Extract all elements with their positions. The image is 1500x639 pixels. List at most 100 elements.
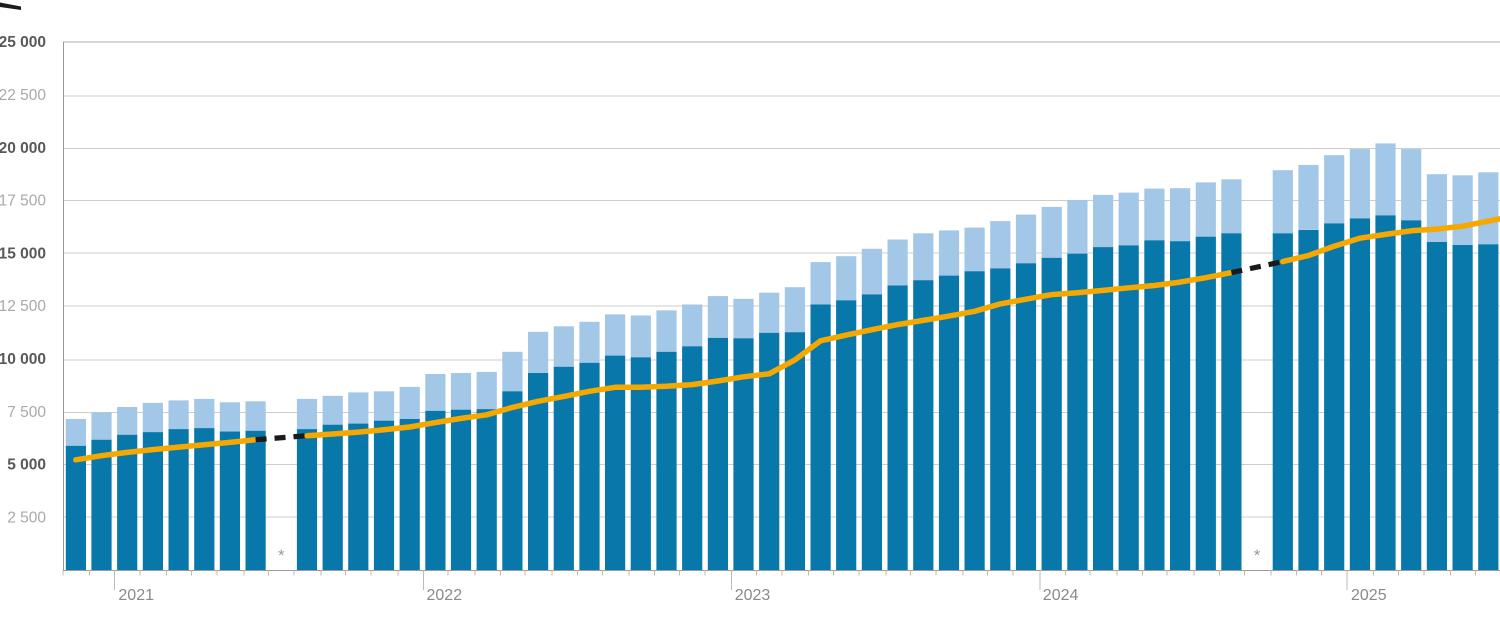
bar-dark-segment-2024-10 [1272,233,1293,571]
bar-dark-segment-2023-10 [964,271,985,570]
bar-dark-segment-2022-12 [707,337,728,570]
bar-light-segment-2022-09 [630,315,651,358]
bar-dark-segment-2022-07 [579,362,600,570]
bar-dark-segment-2021-01 [117,434,138,570]
bar-dark-segment-2024-05 [1144,240,1165,571]
bar-light-segment-2023-08 [913,233,934,281]
bar-light-segment-2022-06 [553,326,574,367]
y-axis-label-12500: 12 500 [0,298,46,315]
bar-light-segment-2021-04 [194,398,215,428]
axis-ticks [62,570,1476,590]
bar-dark-segment-2024-03 [1093,247,1114,570]
bar-light-segment-2024-01 [1041,206,1062,258]
bar-light-segment-2024-04 [1118,192,1139,246]
year-label-2024: 2024 [1043,587,1079,604]
bar-light-segment-2025-01 [1349,149,1370,219]
bar-dark-segment-2022-02 [450,409,472,570]
bar-light-segment-2023-04 [810,262,831,305]
bar-dark-segment-2024-04 [1118,245,1139,570]
bar-light-segment-2023-11 [990,221,1011,269]
missing-data-markers: * * [278,546,1261,565]
bar-dark-segment-2022-08 [605,355,626,570]
bar-dark-segment-2021-11 [373,420,395,570]
bar-light-segment-2024-10 [1272,170,1293,234]
bar-dark-segment-2023-08 [913,280,934,570]
bar-light-segment-2024-07 [1195,182,1216,237]
bar-light-segment-2025-06 [1478,172,1499,245]
year-label-2023: 2023 [735,587,771,604]
bar-dark-segment-2021-06 [245,430,266,570]
bar-dark-segment-2024-06 [1170,241,1191,570]
bar-dark-segment-2024-12 [1324,223,1345,570]
top-left-crop-artifact [0,2,21,10]
bar-light-segment-2023-09 [938,230,960,276]
x-axis-year-labels: 2021 2022 2023 2024 2025 [118,587,1386,604]
bar-light-segment-2024-12 [1324,155,1345,224]
bar-light-segment-2025-03 [1401,149,1422,221]
trend-line-segment [304,269,1235,439]
bar-dark-segment-2025-01 [1349,218,1370,570]
y-axis-label-15000: 15 000 [0,245,46,262]
bar-light-segment-2024-02 [1067,200,1088,254]
bars [65,143,1499,571]
bar-light-segment-2023-10 [964,227,985,272]
bar-light-segment-2021-10 [348,392,369,424]
bar-dark-segment-2023-02 [759,332,780,570]
bar-light-segment-2025-05 [1452,175,1473,245]
bar-light-segment-2023-12 [1015,214,1037,264]
axes [63,42,1500,571]
missing-data-asterisk-2024-09: * [1254,546,1261,565]
bar-dark-segment-2025-02 [1375,215,1396,570]
bar-dark-segment-2023-05 [836,300,857,570]
bar-dark-segment-2025-03 [1401,220,1422,571]
bar-dark-segment-2024-01 [1041,257,1062,570]
y-axis-label-10000: 10 000 [0,351,46,368]
bar-dark-segment-2023-04 [810,304,831,570]
bar-dark-segment-2022-01 [425,410,446,570]
bar-light-segment-2021-03 [168,400,189,430]
bar-dark-segment-2020-11 [65,445,86,570]
bar-dark-segment-2022-03 [476,409,497,570]
trend-line-segment [1280,216,1500,265]
bar-light-segment-2021-02 [142,402,163,432]
bar-dark-segment-2021-09 [322,424,343,570]
bar-dark-segment-2025-05 [1452,245,1473,570]
bar-dark-segment-2022-04 [502,391,523,570]
bar-dark-segment-2023-09 [938,275,960,570]
bar-dark-segment-2022-10 [656,351,677,570]
bar-light-segment-2022-10 [656,310,677,352]
bar-dark-segment-2021-03 [168,429,189,570]
bar-light-segment-2022-08 [605,314,626,356]
bar-light-segment-2022-11 [682,304,703,347]
trend-line [73,216,1500,463]
bar-dark-segment-2023-01 [733,338,754,570]
bar-dark-segment-2023-07 [887,285,908,570]
bar-light-segment-2021-06 [245,401,266,431]
bar-dark-segment-2023-06 [861,294,882,570]
bar-dark-segment-2024-02 [1067,253,1088,570]
bar-light-segment-2022-03 [476,371,497,410]
bar-light-segment-2024-03 [1093,194,1114,248]
y-axis-labels: 2 500 5 000 7 500 10 000 12 500 15 000 17 500 2… [0,34,46,526]
y-axis-label-20000: 20 000 [0,140,46,157]
bar-light-segment-2021-12 [399,386,420,419]
trend-line-dashed-bridge [1230,259,1284,276]
bar-light-segment-2022-04 [502,351,523,392]
bar-dark-segment-2025-04 [1426,242,1447,570]
bar-light-segment-2023-06 [861,248,882,295]
bar-light-segment-2024-05 [1144,188,1165,241]
bar-light-segment-2025-04 [1426,174,1447,242]
bar-dark-segment-2023-03 [784,332,805,570]
bar-light-segment-2023-02 [759,292,780,333]
trend-line-dashed-bridge [255,433,308,443]
bar-dark-segment-2021-04 [194,428,215,570]
y-axis-label-7500: 7 500 [7,404,46,421]
bar-dark-segment-2024-11 [1298,230,1319,570]
bar-light-segment-2022-02 [450,373,472,410]
bar-light-segment-2022-07 [579,321,600,363]
trend-line-segment [73,436,259,463]
y-axis-label-17500: 17 500 [0,193,46,210]
bar-dark-segment-2020-12 [91,439,112,570]
